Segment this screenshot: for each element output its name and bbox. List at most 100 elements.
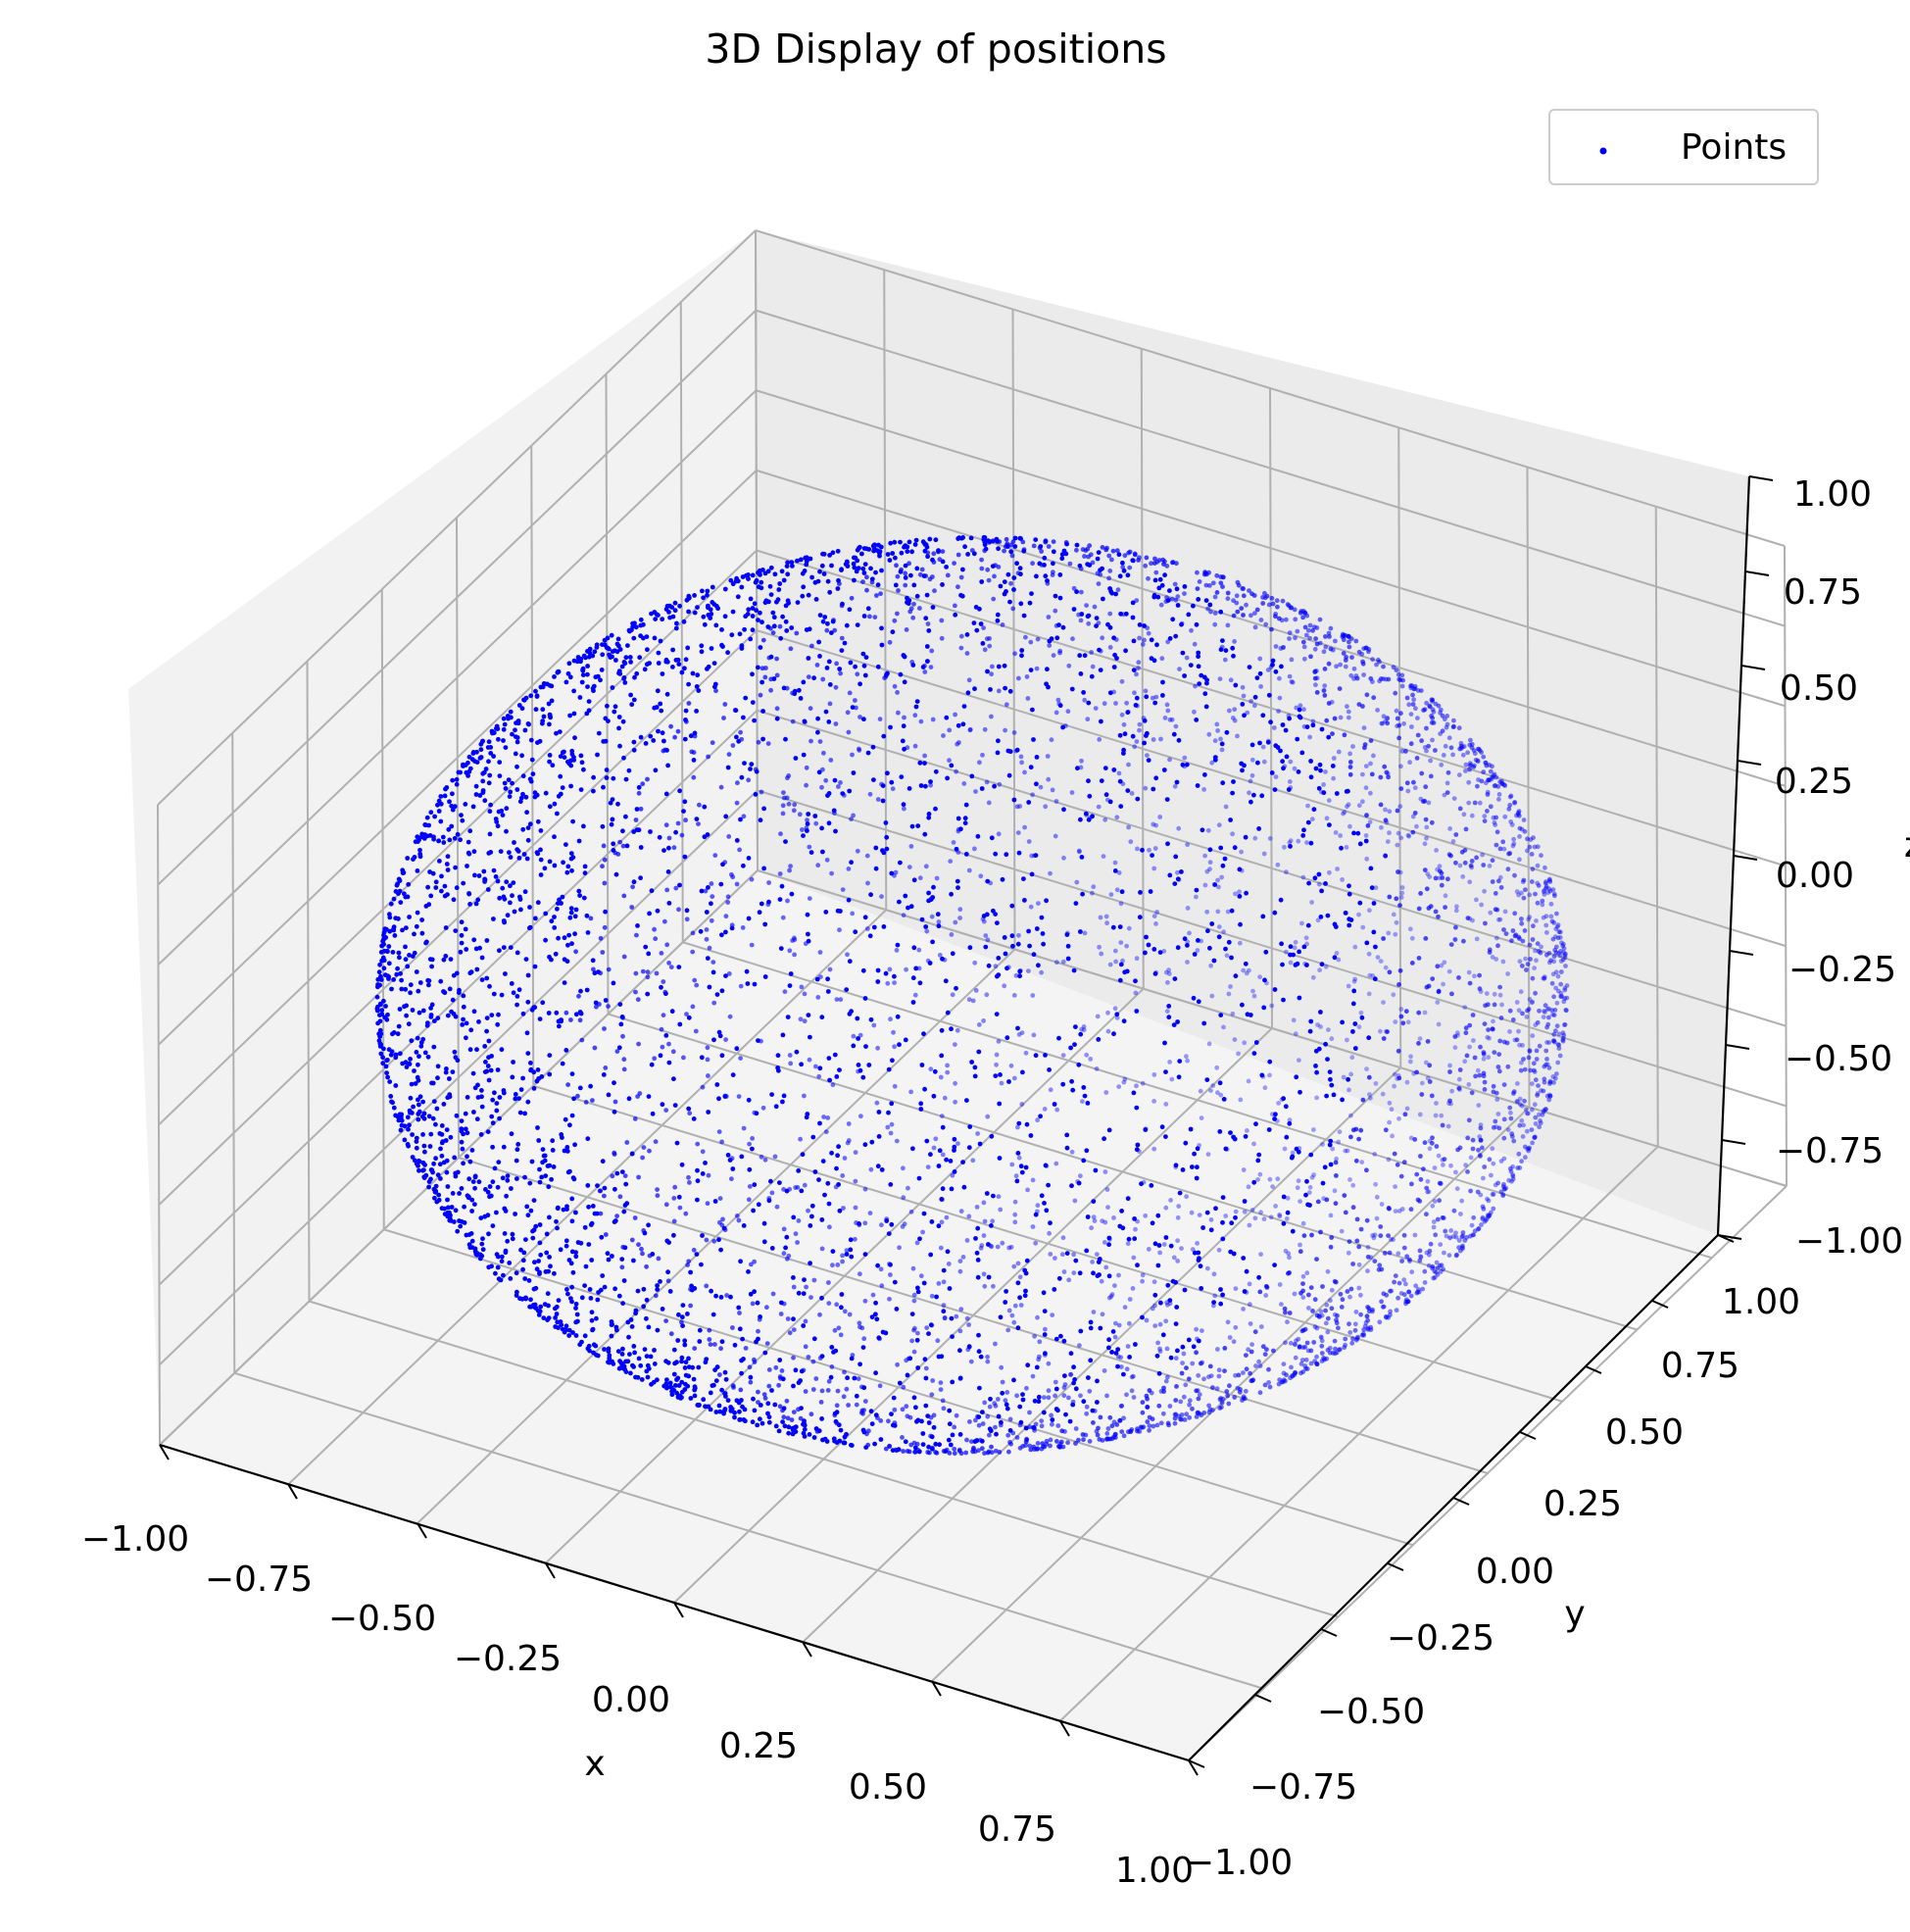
scatter-point	[1488, 910, 1494, 916]
scatter-point	[602, 1193, 607, 1199]
scatter-point	[682, 1387, 688, 1392]
scatter-point	[1154, 1353, 1160, 1359]
scatter-point	[795, 558, 800, 564]
scatter-point	[849, 1443, 855, 1448]
scatter-point	[1297, 707, 1302, 713]
scatter-point	[803, 1344, 808, 1350]
scatter-point	[862, 1220, 868, 1226]
scatter-point	[1398, 1014, 1404, 1019]
back-pane-right	[756, 230, 1749, 1235]
scatter-point	[1220, 1219, 1225, 1225]
scatter-point	[1084, 1148, 1090, 1154]
scatter-point	[1424, 1185, 1430, 1191]
scatter-point	[904, 966, 908, 972]
scatter-point	[1297, 995, 1302, 1001]
scatter-point	[1247, 967, 1251, 973]
scatter-point	[781, 1251, 787, 1257]
scatter-point	[986, 800, 992, 806]
scatter-point	[1204, 1210, 1210, 1215]
scatter-point	[902, 806, 906, 812]
scatter-point	[1149, 637, 1154, 643]
scatter-point	[1268, 719, 1273, 725]
scatter-point	[1237, 889, 1242, 895]
scatter-point	[1042, 1332, 1048, 1337]
scatter-point	[1397, 903, 1402, 908]
scatter-point	[1481, 769, 1487, 774]
scatter-point	[1443, 1228, 1448, 1234]
scatter-point	[761, 1392, 767, 1397]
scatter-point	[981, 1271, 987, 1277]
scatter-point	[1393, 1184, 1397, 1189]
scatter-point	[1387, 1100, 1393, 1106]
scatter-point	[953, 1080, 957, 1086]
scatter-point	[671, 845, 677, 851]
scatter-point	[1023, 634, 1028, 640]
scatter-point	[513, 1096, 518, 1102]
scatter-point	[664, 942, 670, 948]
scatter-point	[1494, 829, 1500, 835]
scatter-point	[1216, 934, 1222, 940]
scatter-point	[1222, 1368, 1227, 1373]
scatter-point	[1447, 1063, 1452, 1068]
scatter-point	[774, 1204, 780, 1210]
scatter-point	[734, 881, 740, 887]
scatter-point	[1523, 887, 1528, 893]
scatter-point	[1116, 552, 1122, 558]
scatter-point	[1277, 675, 1282, 681]
scatter-point	[998, 583, 1004, 589]
scatter-point	[1490, 858, 1495, 864]
scatter-point	[1509, 1178, 1514, 1184]
scatter-point	[1479, 750, 1484, 755]
scatter-point	[1312, 1324, 1318, 1329]
scatter-point	[440, 834, 446, 840]
scatter-point	[1445, 790, 1450, 795]
scatter-point	[1253, 1363, 1258, 1368]
scatter-point	[692, 610, 698, 616]
scatter-point	[1157, 815, 1163, 819]
scatter-point	[1519, 916, 1524, 921]
scatter-point	[1161, 562, 1166, 567]
scatter-point	[1498, 1189, 1504, 1195]
scatter-point	[1157, 1349, 1163, 1354]
scatter-point	[820, 676, 826, 682]
scatter-point	[566, 932, 571, 938]
scatter-point	[1252, 624, 1258, 630]
scatter-point	[1403, 749, 1408, 754]
scatter-point	[1113, 1320, 1118, 1326]
scatter-point	[1099, 718, 1103, 724]
scatter-point	[493, 1270, 498, 1276]
scatter-point	[845, 1375, 850, 1381]
scatter-point	[705, 588, 710, 594]
scatter-point	[949, 932, 955, 937]
scatter-point	[685, 1383, 691, 1389]
scatter-point	[1005, 1432, 1011, 1438]
scatter-point	[620, 843, 626, 849]
scatter-point	[741, 814, 747, 819]
scatter-point	[1024, 1385, 1029, 1391]
scatter-point	[1546, 876, 1552, 882]
scatter-point	[1071, 1270, 1077, 1275]
scatter-point	[1251, 1051, 1257, 1056]
scatter-point	[983, 546, 989, 552]
scatter-point	[1482, 1164, 1488, 1169]
scatter-point	[1398, 764, 1403, 769]
scatter-point	[606, 1349, 612, 1355]
scatter-point	[1011, 730, 1017, 735]
scatter-point	[857, 1320, 862, 1326]
scatter-point	[1386, 676, 1392, 682]
scatter-point	[1366, 991, 1372, 997]
scatter-point	[710, 894, 715, 899]
scatter-point	[1340, 1297, 1346, 1303]
scatter-point	[557, 897, 562, 903]
scatter-point	[933, 1450, 938, 1455]
scatter-point	[1140, 847, 1145, 853]
scatter-point	[1218, 609, 1224, 615]
scatter-point	[1018, 1419, 1024, 1425]
scatter-point	[1505, 1064, 1511, 1069]
scatter-point	[942, 1095, 948, 1101]
scatter-point	[1194, 1350, 1199, 1356]
scatter-point	[1096, 581, 1102, 586]
scatter-point	[1494, 815, 1498, 820]
scatter-point	[530, 771, 536, 776]
scatter-point	[1135, 846, 1140, 852]
